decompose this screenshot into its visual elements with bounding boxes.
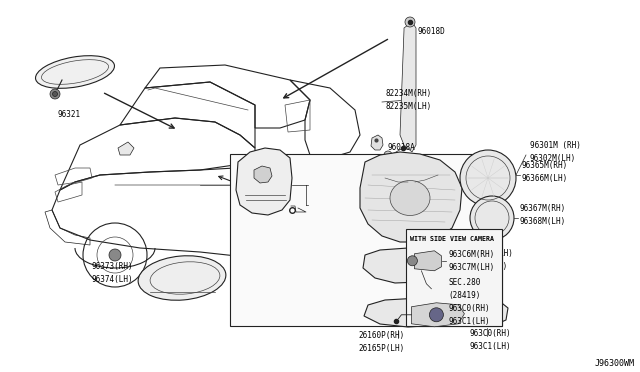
Polygon shape [412, 303, 465, 327]
Ellipse shape [390, 180, 430, 215]
Polygon shape [364, 298, 460, 327]
Polygon shape [254, 166, 272, 183]
Text: 96367M(RH)
96368M(LH): 96367M(RH) 96368M(LH) [520, 204, 566, 226]
Text: 82234M(RH)
82235M(LH): 82234M(RH) 82235M(LH) [385, 89, 431, 111]
Text: 80292 (RH)
80293 (LH): 80292 (RH) 80293 (LH) [310, 184, 356, 206]
Ellipse shape [36, 56, 115, 88]
Text: 963C0(RH)
963C1(LH): 963C0(RH) 963C1(LH) [470, 329, 511, 351]
Polygon shape [436, 248, 492, 278]
Circle shape [405, 17, 415, 27]
Text: 96358M(RH)
96359N(LH): 96358M(RH) 96359N(LH) [360, 284, 406, 306]
Text: 96301M (RH)
96302M(LH): 96301M (RH) 96302M(LH) [530, 141, 581, 163]
Polygon shape [118, 142, 134, 155]
Text: J96300WM: J96300WM [595, 359, 635, 368]
Text: 96010R: 96010R [338, 170, 365, 179]
Text: NOT FOR SALE: NOT FOR SALE [365, 165, 416, 171]
Text: 96321: 96321 [58, 110, 81, 119]
Circle shape [408, 256, 417, 266]
Bar [230, 154, 502, 326]
Text: 96373(RH)
96374(LH): 96373(RH) 96374(LH) [92, 262, 134, 284]
Text: 96018E: 96018E [298, 203, 326, 212]
Text: 963C0(RH)
963C1(LH): 963C0(RH) 963C1(LH) [449, 304, 490, 326]
Polygon shape [236, 148, 292, 215]
Polygon shape [360, 152, 462, 242]
Text: 26160P(RH)
26165P(LH): 26160P(RH) 26165P(LH) [358, 331, 404, 353]
Bar [406, 229, 502, 326]
Text: 963C6M(RH)
963C7M(LH): 963C6M(RH) 963C7M(LH) [449, 250, 495, 272]
Text: 96301H (RH)
96302H(LH): 96301H (RH) 96302H(LH) [462, 249, 513, 271]
Polygon shape [363, 248, 448, 283]
Ellipse shape [138, 256, 226, 300]
Polygon shape [460, 298, 508, 326]
Text: 96365M(RH)
96366M(LH): 96365M(RH) 96366M(LH) [522, 161, 568, 183]
Polygon shape [371, 135, 383, 150]
Circle shape [470, 196, 514, 240]
Text: 96018D: 96018D [418, 28, 445, 36]
Circle shape [109, 249, 121, 261]
Circle shape [429, 308, 444, 322]
Text: SEC.280
(28419): SEC.280 (28419) [449, 278, 481, 299]
Polygon shape [400, 22, 416, 152]
Polygon shape [415, 251, 442, 271]
Text: WITH SIDE VIEW CAMERA: WITH SIDE VIEW CAMERA [410, 236, 494, 242]
Circle shape [460, 150, 516, 206]
Circle shape [52, 92, 58, 96]
Text: NOT FOR SALE: NOT FOR SALE [365, 175, 416, 181]
Circle shape [50, 89, 60, 99]
Text: 96018A: 96018A [388, 144, 416, 153]
Circle shape [384, 151, 392, 159]
Circle shape [299, 256, 311, 268]
